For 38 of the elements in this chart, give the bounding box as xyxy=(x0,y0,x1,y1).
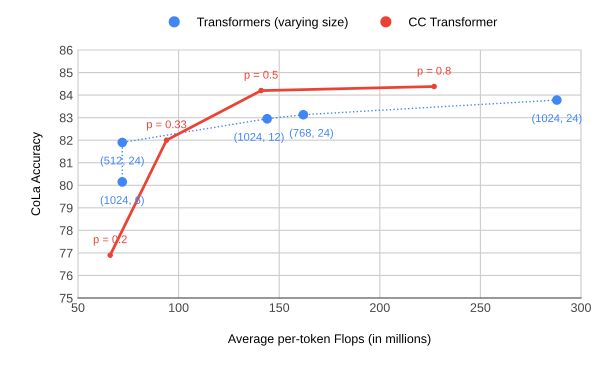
y-tick-label: 75 xyxy=(60,294,73,303)
y-tick-label: 78 xyxy=(60,226,73,236)
y-tick-label: 82 xyxy=(60,136,73,145)
legend-label: Transformers (varying size) xyxy=(197,17,348,29)
point xyxy=(258,88,264,94)
annotation: (768, 24) xyxy=(290,128,333,139)
legend-label: CC Transformer xyxy=(409,17,498,26)
y-tick-label: 77 xyxy=(60,248,73,258)
annotation: p = 0.33 xyxy=(147,120,186,130)
x-tick-label: 50 xyxy=(72,303,84,312)
y-tick-label: 83 xyxy=(60,113,73,122)
x-tick-label: 300 xyxy=(571,303,591,312)
x-axis-title: Average per-token Flops (in millions) xyxy=(228,334,430,346)
x-tick-label: 150 xyxy=(270,303,290,312)
point xyxy=(431,84,437,90)
y-tick-label: 80 xyxy=(60,181,73,190)
x-tick-label: 200 xyxy=(370,303,390,312)
y-tick-label: 86 xyxy=(60,46,73,55)
annotation: p = 0.5 xyxy=(244,70,278,81)
x-tick-label: 100 xyxy=(169,303,189,312)
y-tick-label: 76 xyxy=(60,271,73,280)
y-axis-title: CoLa Accuracy xyxy=(31,132,43,216)
annotation: (1024, 24) xyxy=(532,114,582,124)
point xyxy=(164,137,170,143)
y-tick-label: 85 xyxy=(60,68,73,78)
y-tick-label: 81 xyxy=(60,158,73,168)
y-tick-label: 79 xyxy=(60,204,73,212)
point xyxy=(298,110,308,120)
y-tick-label: 84 xyxy=(60,90,73,100)
point xyxy=(117,138,128,148)
point xyxy=(262,114,272,124)
point xyxy=(117,177,128,187)
annotation: p = 0.8 xyxy=(418,66,451,77)
annotation: (512, 24) xyxy=(100,156,144,167)
point xyxy=(552,95,562,105)
point xyxy=(107,252,113,258)
annotation: (1024, 12) xyxy=(234,132,284,144)
x-tick-label: 250 xyxy=(470,303,490,312)
